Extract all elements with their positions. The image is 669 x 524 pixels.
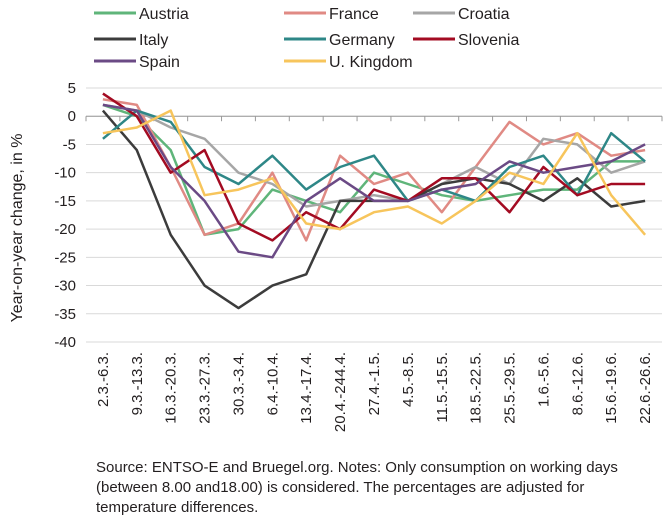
x-tick-label: 30.3.-3.4. xyxy=(230,352,247,415)
y-tick-label: -5 xyxy=(63,136,76,153)
legend-label-germany: Germany xyxy=(329,32,395,49)
legend-label-slovenia: Slovenia xyxy=(458,32,519,49)
x-axis: 2.3.-6.3. 9.3.-13.3. 16.3.-20.3. 23.3.-27.3… xyxy=(85,115,663,432)
series-line-slovenia xyxy=(102,92,646,242)
legend-label-austria: Austria xyxy=(139,6,189,23)
legend-label-croatia: Croatia xyxy=(458,6,510,23)
x-tick-label: 16.3.-20.3. xyxy=(163,352,180,424)
source-note: Source: ENTSO-E and Bruegel.org. Notes: … xyxy=(96,459,618,516)
y-tick-label: -10 xyxy=(54,165,76,182)
x-tick-label: 22.6.-26.6. xyxy=(637,352,654,424)
x-tick-label: 6.4.-10.4. xyxy=(264,352,281,415)
x-tick-label: 1.6.-5.6. xyxy=(535,352,552,407)
x-tick-label: 4.5.-8.5. xyxy=(400,352,417,407)
legend-label-france: France xyxy=(329,6,379,23)
legend: Austria France Croatia Italy Germany Slovenia… xyxy=(94,6,519,71)
x-tick-label: 20.4.-244.4. xyxy=(332,352,349,432)
x-tick-label: 9.3.-13.3. xyxy=(129,352,146,415)
y-axis-label: Year-on-year change, in % xyxy=(9,134,26,323)
y-tick-label: -20 xyxy=(54,221,76,238)
x-tick-label: 27.4.-1.5. xyxy=(366,352,383,415)
y-tick-label: 5 xyxy=(68,80,76,97)
legend-label-italy: Italy xyxy=(139,32,168,49)
y-axis-tick-labels: 5 0 -5 -10 -15 -20 -25 -30 -35 -40 xyxy=(54,80,76,351)
y-tick-label: -40 xyxy=(54,334,76,351)
y-tick-label: -35 xyxy=(54,306,76,323)
x-tick-label: 15.6.-19.6. xyxy=(603,352,620,424)
series-line-u-kingdom xyxy=(102,109,647,236)
series-line-spain xyxy=(102,103,646,259)
series-lines xyxy=(101,92,647,310)
series-line-austria xyxy=(102,103,646,237)
x-tick-label: 13.4.-17.4. xyxy=(298,352,315,424)
x-tick-label: 18.5.-22.5. xyxy=(468,352,485,424)
legend-label-u-kingdom: U. Kingdom xyxy=(329,54,413,71)
x-tick-label: 11.5.-15.5. xyxy=(434,352,451,423)
y-tick-label: -25 xyxy=(54,249,76,266)
y-tick-label: -15 xyxy=(54,193,76,210)
series-line-croatia xyxy=(102,103,646,208)
x-tick-label: 8.6.-12.6. xyxy=(569,352,586,415)
y-tick-label: -30 xyxy=(54,278,76,295)
y-tick-label: 0 xyxy=(68,108,76,125)
x-tick-label: 25.5.-29.5. xyxy=(502,352,519,424)
x-tick-label: 2.3.-6.3. xyxy=(95,352,112,407)
legend-label-spain: Spain xyxy=(139,54,180,71)
x-tick-label: 23.3.-27.3. xyxy=(197,352,214,424)
line-chart: Austria France Croatia Italy Germany Slovenia… xyxy=(9,6,663,432)
